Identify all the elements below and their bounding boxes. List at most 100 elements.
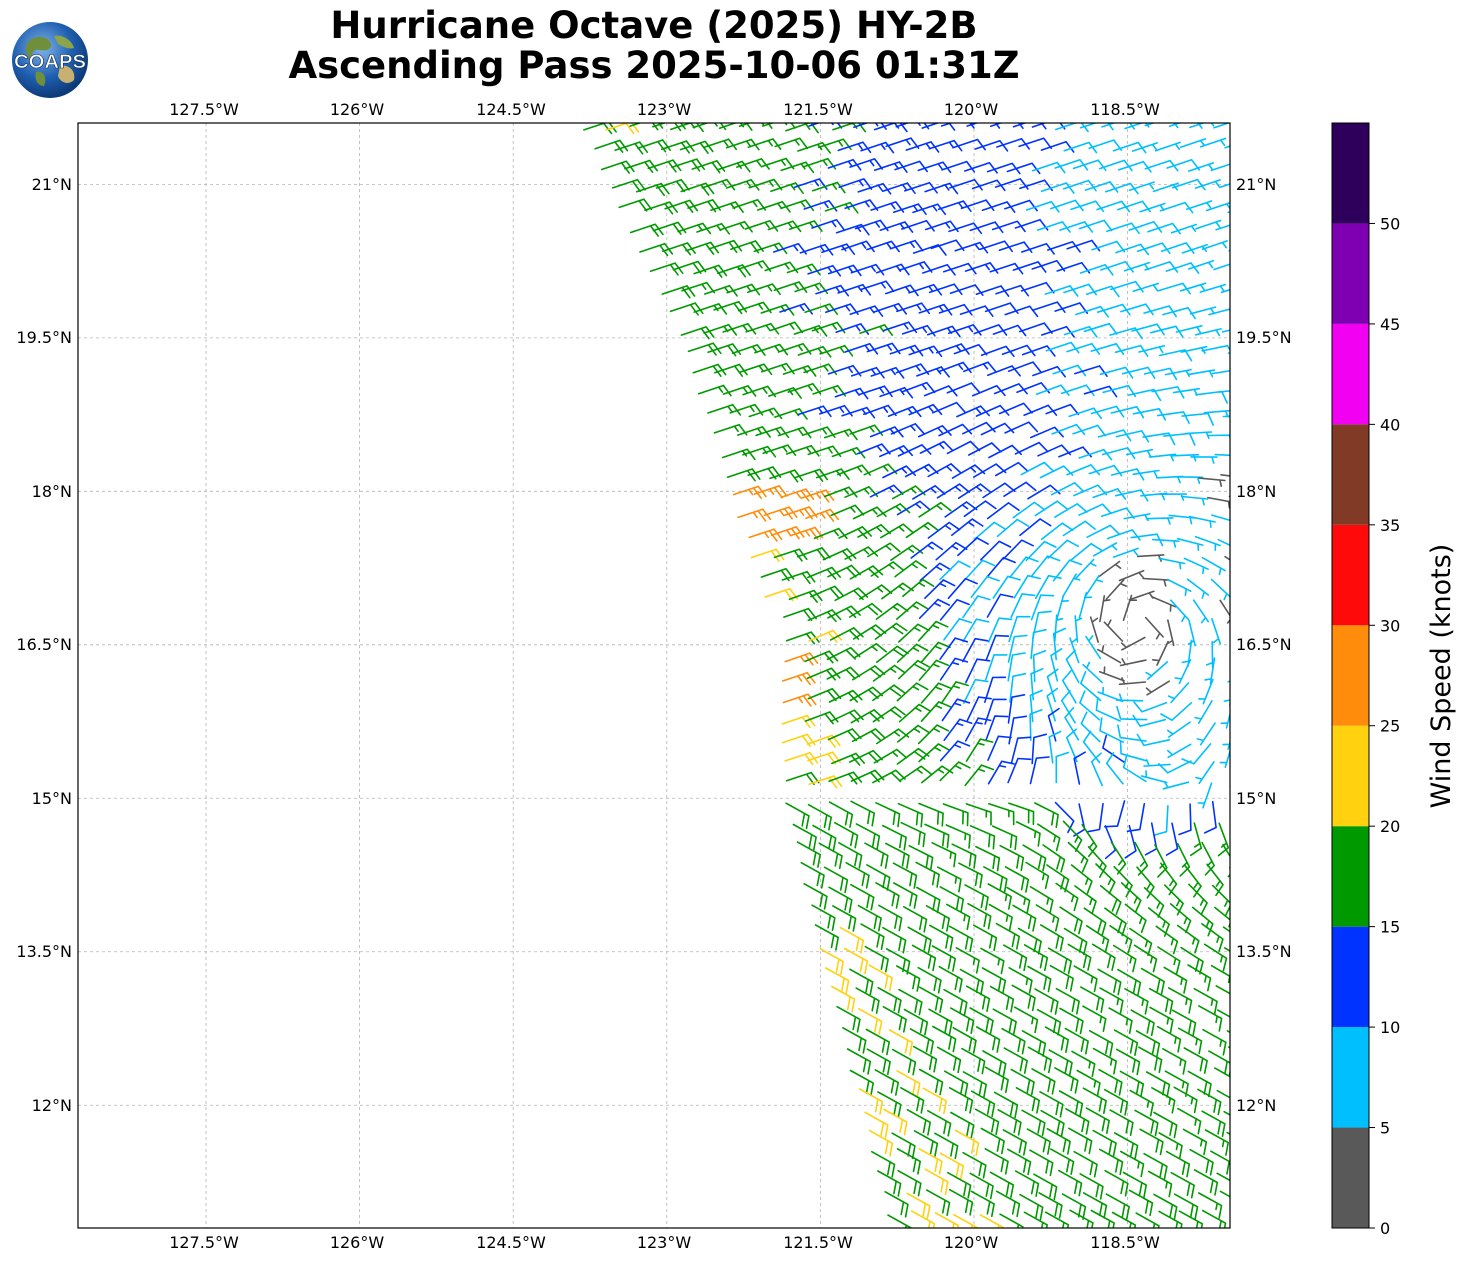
wind-barb [824, 201, 859, 214]
wind-barb [1190, 456, 1218, 464]
wind-barb [629, 123, 664, 131]
wind-barb [1124, 903, 1147, 934]
wind-barb [964, 717, 992, 742]
wind-barb [901, 381, 936, 394]
wind-barb [986, 502, 1020, 520]
wind-barb [1154, 141, 1181, 152]
wind-barb [948, 1087, 974, 1114]
wind-barb [917, 425, 952, 438]
lat-tick-right: 16.5°N [1236, 635, 1292, 654]
wind-barb [1167, 721, 1191, 738]
wind-barb [973, 463, 1007, 478]
wind-barb [1082, 1005, 1107, 1032]
wind-barb [1197, 1088, 1222, 1116]
lon-tick-top: 118.5°W [1090, 100, 1160, 119]
wind-barb [1220, 711, 1230, 729]
wind-barb [691, 160, 726, 174]
lon-ticks-bottom: 127.5°W 126°W 124.5°W 123°W 121.5°W 120°… [169, 1233, 1160, 1252]
wind-barb [1157, 282, 1191, 295]
wind-barb [1167, 682, 1190, 704]
wind-barb [1034, 988, 1059, 1015]
wind-barb [943, 718, 973, 741]
wind-barb [1124, 123, 1150, 130]
wind-barb [1227, 680, 1230, 683]
wind-barb [941, 160, 976, 173]
wind-barb [831, 752, 865, 766]
wind-barb [801, 426, 836, 438]
wind-barb [912, 203, 947, 216]
wind-barb [1033, 1173, 1058, 1201]
wind-barb [1164, 884, 1184, 916]
wind-barb [1196, 722, 1216, 746]
wind-barb [1122, 754, 1147, 783]
wind-barb [921, 765, 954, 784]
wind-barb [1184, 864, 1202, 898]
wind-barb [1148, 453, 1177, 462]
wind-barb [1047, 539, 1080, 559]
wind-barb [1082, 1087, 1107, 1114]
wind-barb [919, 440, 954, 454]
wind-barb [1014, 218, 1049, 231]
wind-barb [909, 1028, 934, 1055]
wind-barb [919, 562, 952, 582]
wind-barb [943, 988, 968, 1016]
lon-tick-bottom: 127.5°W [169, 1233, 239, 1252]
wind-barb [992, 1008, 1017, 1035]
wind-barb [870, 367, 905, 379]
colorbar-tick-label: 25 [1380, 717, 1400, 736]
wind-barb [948, 1188, 974, 1216]
wind-barb [897, 724, 930, 743]
wind-barb [954, 1129, 980, 1157]
wind-barb [885, 137, 920, 149]
wind-barb [987, 735, 1012, 761]
colorbar-tick-label: 20 [1380, 817, 1400, 836]
lon-tick-top: 121.5°W [783, 100, 853, 119]
wind-barb [1140, 967, 1165, 995]
wind-barb [1167, 987, 1193, 1014]
wind-barb [1065, 649, 1080, 684]
wind-barb [1222, 415, 1230, 418]
wind-barb [1029, 689, 1043, 723]
wind-barb [925, 1189, 951, 1216]
wind-barb [1020, 461, 1055, 476]
wind-barb [970, 575, 1000, 598]
wind-barb [713, 300, 748, 315]
wind-barb [1019, 518, 1052, 537]
wind-barb [1027, 1235, 1050, 1260]
wind-barb [1021, 1109, 1046, 1137]
wind-barb [959, 968, 984, 996]
wind-barb [1034, 500, 1068, 517]
wind-barb [907, 926, 932, 954]
wind-barb [1158, 760, 1192, 774]
wind-barb [1198, 1192, 1223, 1219]
wind-barb [974, 140, 1009, 152]
wind-barb [1097, 645, 1122, 664]
wind-barb [924, 182, 959, 195]
wind-barb [807, 803, 832, 831]
wind-barb [928, 1008, 953, 1036]
wind-barb [962, 1151, 987, 1179]
wind-barb [1060, 690, 1076, 724]
wind-barb [939, 1152, 965, 1180]
wind-barb [855, 823, 881, 850]
wind-barb [1080, 711, 1101, 743]
wind-barb [1201, 556, 1226, 576]
wind-barb [779, 303, 813, 315]
wind-barb [876, 645, 909, 663]
wind-barb [1070, 864, 1093, 894]
wind-barb [872, 684, 906, 702]
wind-barb [908, 345, 943, 358]
wind-barb [1181, 743, 1212, 765]
wind-barb [1078, 503, 1112, 516]
wind-barb [1143, 759, 1171, 767]
wind-barb [1133, 944, 1158, 973]
wind-barb [1194, 179, 1221, 189]
wind-barb [1195, 390, 1228, 404]
wind-barb [1069, 1209, 1094, 1228]
wind-barb [864, 945, 889, 973]
wind-barb [777, 343, 812, 355]
wind-barb [935, 343, 970, 355]
lon-ticks-top: 127.5°W 126°W 124.5°W 123°W 121.5°W 120°… [169, 100, 1160, 119]
wind-barb [888, 1029, 913, 1056]
wind-barb [1101, 123, 1135, 130]
